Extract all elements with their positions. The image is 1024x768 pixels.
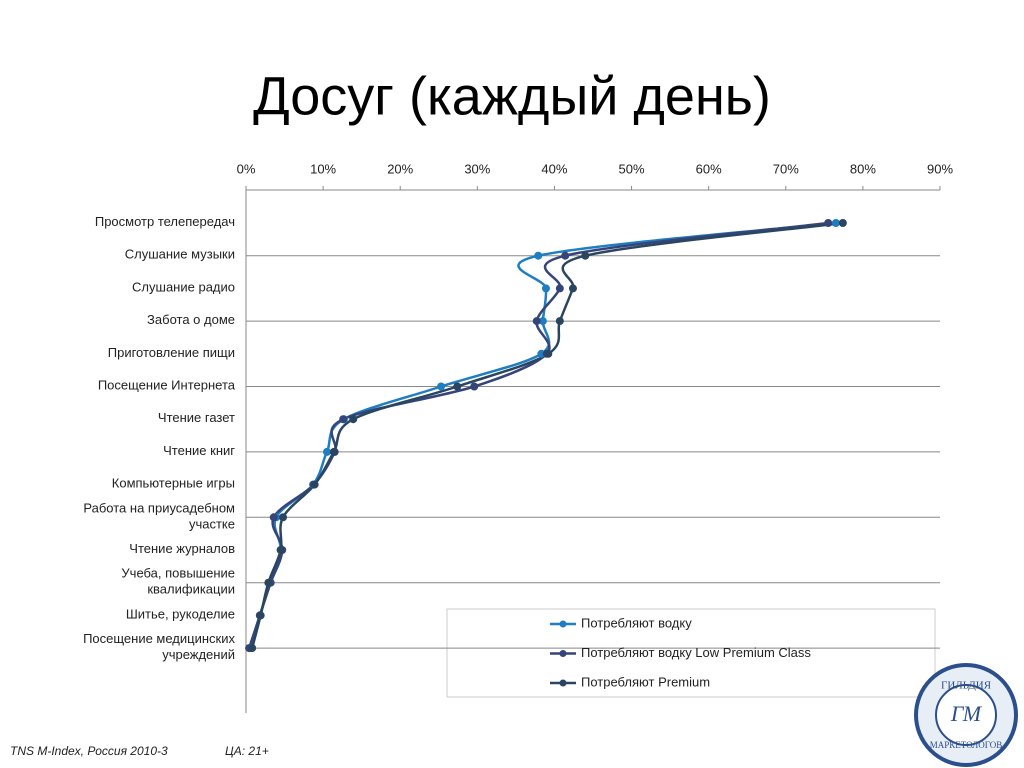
logo-bottom: МАРКЕТОЛОГОВ [930, 740, 1003, 750]
point [581, 251, 590, 260]
y-tick-label: Компьютерные игры [112, 476, 235, 491]
point [532, 317, 541, 326]
point [437, 382, 446, 391]
y-tick-label: Чтение книг [163, 443, 235, 458]
chart-title: Досуг (каждый день) [253, 66, 771, 126]
point [538, 317, 547, 326]
y-tick-label: Работа на приусадебном участке [83, 501, 235, 532]
point [544, 349, 553, 358]
point [838, 219, 847, 227]
series-line [247, 221, 829, 649]
y-tick-label: Посещение медицинских учреждений [83, 632, 235, 663]
point [310, 480, 319, 489]
y-tick-label: Посещение Интернета [98, 378, 236, 393]
x-tick-label: 50% [619, 161, 645, 176]
x-tick-label: 70% [773, 161, 799, 176]
x-tick-label: 20% [387, 161, 413, 176]
point [276, 546, 285, 554]
x-tick-label: 40% [541, 161, 567, 176]
y-tick-label: Чтение журналов [129, 541, 235, 556]
x-tick-label: 90% [927, 161, 953, 176]
point [322, 447, 331, 456]
point [269, 513, 278, 522]
point [831, 219, 840, 227]
point [824, 219, 833, 227]
legend-label: Потребляют Premium [581, 674, 710, 689]
y-tick-label: Слушание радио [132, 280, 235, 295]
point [329, 447, 338, 456]
x-tick-label: 30% [464, 161, 490, 176]
y-tick-label: Приготовление пищи [108, 345, 235, 360]
legend-marker [559, 620, 567, 628]
point [541, 284, 550, 293]
point [248, 644, 257, 653]
x-tick-label: 0% [237, 161, 256, 176]
y-tick-label: Просмотр телепередач [95, 214, 235, 229]
audience: ЦА: 21+ [225, 744, 269, 758]
y-tick-label: Шитье, рукоделие [126, 607, 235, 622]
point [561, 251, 570, 260]
point [555, 317, 564, 326]
legend-label: Потребляют водку Low Premium Class [581, 645, 811, 660]
logo: ГИЛЬДИЯ ГМ МАРКЕТОЛОГОВ [914, 663, 1018, 767]
y-tick-label: Слушание музыки [125, 247, 235, 262]
legend-box [446, 608, 936, 698]
point [568, 284, 577, 293]
point [453, 382, 462, 391]
y-tick-label: Учеба, повышение квалификации [121, 566, 235, 597]
legend-label: Потребляют водку [581, 615, 692, 630]
point [534, 251, 543, 260]
logo-top: ГИЛЬДИЯ [941, 680, 992, 692]
y-tick-label: Чтение газет [158, 411, 235, 426]
legend-marker [559, 650, 567, 657]
logo-mark: ГМ [950, 701, 983, 726]
point [349, 415, 358, 424]
logo-inner [935, 684, 997, 746]
x-tick-label: 80% [850, 161, 876, 176]
point [470, 382, 479, 391]
x-tick-label: 10% [310, 161, 336, 176]
legend-marker [559, 679, 567, 687]
x-tick-label: 60% [696, 161, 722, 176]
point [339, 415, 348, 424]
y-tick-label: Забота о доме [147, 313, 235, 328]
point [256, 611, 265, 620]
point [279, 513, 288, 522]
series-line [250, 221, 843, 649]
source: TNS M-Index, Россия 2010-3 [10, 744, 168, 758]
point [555, 284, 564, 293]
point [264, 578, 273, 587]
series-line [248, 221, 837, 649]
